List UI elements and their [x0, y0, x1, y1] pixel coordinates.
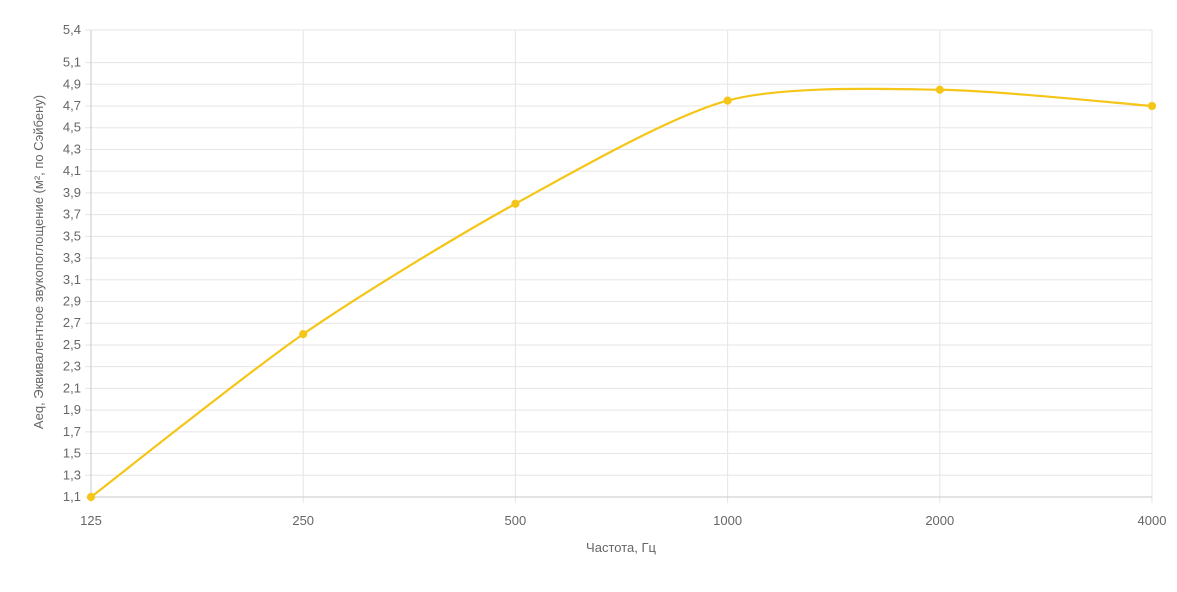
y-tick-label: 1,9 [63, 402, 81, 417]
y-tick-label: 2,5 [63, 337, 81, 352]
data-point [723, 96, 732, 105]
data-point [299, 329, 308, 339]
y-tick-label: 2,9 [63, 294, 81, 309]
axes [90, 30, 1152, 498]
y-tick-label: 1,1 [63, 489, 81, 504]
y-tick-label: 1,3 [63, 467, 81, 482]
x-tick-label: 500 [505, 513, 527, 528]
y-tick-label: 1,7 [63, 424, 81, 439]
y-tick-label: 4,1 [63, 163, 81, 178]
y-tick-label: 2,3 [63, 359, 81, 374]
x-axis-title: Частота, Гц [586, 540, 656, 555]
x-tick-labels: 125 250 500 1000 2000 4000 [80, 513, 1166, 528]
x-tick-label: 4000 [1138, 513, 1167, 528]
y-tick-label: 3,9 [63, 185, 81, 200]
y-tick-label: 5,4 [63, 22, 81, 37]
y-tick-label: 2,7 [63, 315, 81, 330]
data-point [935, 85, 944, 94]
x-tick-label: 2000 [925, 513, 954, 528]
data-point [511, 199, 520, 208]
data-point [1147, 101, 1157, 111]
y-tick-label: 4,7 [63, 98, 81, 113]
y-tick-label: 4,5 [63, 120, 81, 135]
grid [85, 29, 1153, 503]
series [86, 85, 1157, 502]
y-tick-label: 3,1 [63, 272, 81, 287]
x-tick-label: 1000 [713, 513, 742, 528]
y-tick-labels: 1,1 1,3 1,5 1,7 1,9 2,1 2,3 2,5 2,7 2,9 3,1 3,3 3,5 3… [63, 22, 81, 504]
y-tick-label: 3,3 [63, 250, 81, 265]
y-tick-label: 4,3 [63, 141, 81, 156]
data-point [86, 492, 96, 502]
y-axis-title: Aeq, Эквивалентное звукопоглощение (м², … [31, 95, 46, 429]
y-tick-label: 1,5 [63, 446, 81, 461]
y-tick-label: 2,1 [63, 380, 81, 395]
y-tick-label: 3,5 [63, 228, 81, 243]
y-tick-label: 5,1 [63, 55, 81, 70]
x-tick-label: 125 [80, 513, 102, 528]
series-line [89, 87, 1154, 499]
y-tick-label: 4,9 [63, 76, 81, 91]
y-tick-label: 3,7 [63, 207, 81, 222]
x-tick-label: 250 [292, 513, 314, 528]
